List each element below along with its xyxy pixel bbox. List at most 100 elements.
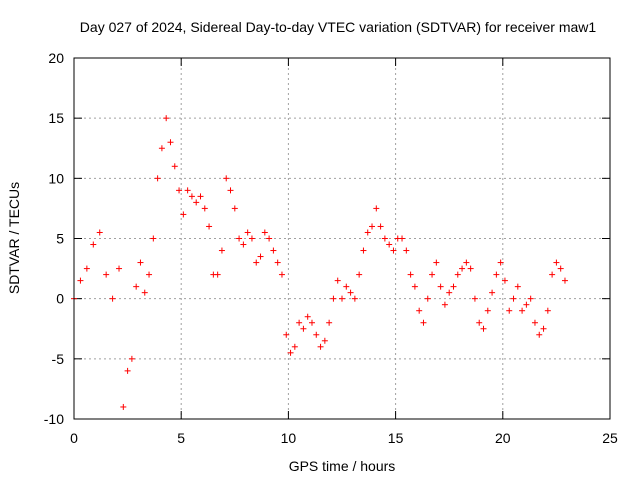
x-tick-label: 10 [281,430,297,446]
y-tick-label: 10 [48,170,64,186]
data-point [334,277,341,284]
data-point [510,295,517,302]
data-point [416,307,423,314]
data-point [369,223,376,230]
data-point [364,229,371,236]
data-point [321,337,328,344]
data-point [253,259,260,266]
x-tick-label: 15 [388,430,404,446]
data-point [506,307,513,314]
data-point [523,301,530,308]
y-tick-label: 15 [48,110,64,126]
data-point [497,259,504,266]
data-point [553,259,560,266]
data-point [261,229,268,236]
data-point [467,265,474,272]
data-point [176,187,183,194]
data-point [527,295,534,302]
data-point [356,271,363,278]
data-point [266,235,273,242]
data-point [446,289,453,296]
x-axis-label: GPS time / hours [289,458,396,474]
x-tick-label: 0 [70,430,78,446]
data-point [531,319,538,326]
data-point [386,241,393,248]
data-point [120,403,127,410]
data-point [96,229,103,236]
data-point [158,145,165,152]
y-tick-label: 5 [56,231,64,247]
data-point [180,211,187,218]
data-point [103,271,110,278]
data-point [201,205,208,212]
data-point [188,193,195,200]
x-tick-label: 5 [177,430,185,446]
data-point [116,265,123,272]
data-point [197,193,204,200]
data-point [291,343,298,350]
data-point [540,325,547,332]
data-point [463,259,470,266]
data-point [90,241,97,248]
data-point [390,247,397,254]
data-point [561,277,568,284]
data-point [227,187,234,194]
data-point [471,295,478,302]
data-point [339,295,345,302]
data-point [313,331,320,338]
data-point [287,349,294,356]
x-tick-label: 25 [602,430,618,446]
data-point [476,319,483,326]
data-point [484,307,491,314]
y-tick-label: 20 [48,50,64,66]
data-point [536,331,543,338]
data-point [109,295,116,302]
x-tick-label: 20 [495,430,511,446]
data-point [124,367,131,374]
data-point [133,283,140,290]
data-point [489,289,496,296]
data-point [193,199,200,206]
y-axis-label: SDTVAR / TECUs [6,182,22,294]
data-point [223,175,230,182]
data-point [343,283,350,290]
data-point [231,205,238,212]
data-point [248,235,255,242]
data-points [71,115,568,410]
data-point [206,223,213,230]
data-point [411,283,418,290]
data-point [77,277,84,284]
data-point [146,271,153,278]
data-point [454,271,461,278]
data-point [154,175,161,182]
data-point [141,289,148,296]
data-point [236,235,243,242]
data-point [184,187,191,194]
data-point [137,259,144,266]
data-point [330,295,337,302]
chart-title: Day 027 of 2024, Sidereal Day-to-day VTE… [80,19,597,35]
data-point [278,271,285,278]
data-point [304,313,311,320]
data-point [514,283,521,290]
data-point [450,283,457,290]
data-point [163,115,170,122]
data-point [360,247,367,254]
data-point [347,289,354,296]
data-point [437,283,444,290]
data-point [300,325,307,332]
data-point [441,301,448,308]
data-point [150,235,157,242]
data-point [274,259,281,266]
data-point [128,355,135,362]
data-point [493,271,500,278]
data-point [167,139,174,146]
data-point [214,271,221,278]
data-point [403,247,410,254]
y-tick-label: -5 [52,351,65,367]
data-point [257,253,264,260]
axis-ticks: 0 5 10 15 20 25 -10 -5 0 5 10 15 20 [44,50,618,446]
data-point [459,265,466,272]
plot-frame [73,57,611,420]
